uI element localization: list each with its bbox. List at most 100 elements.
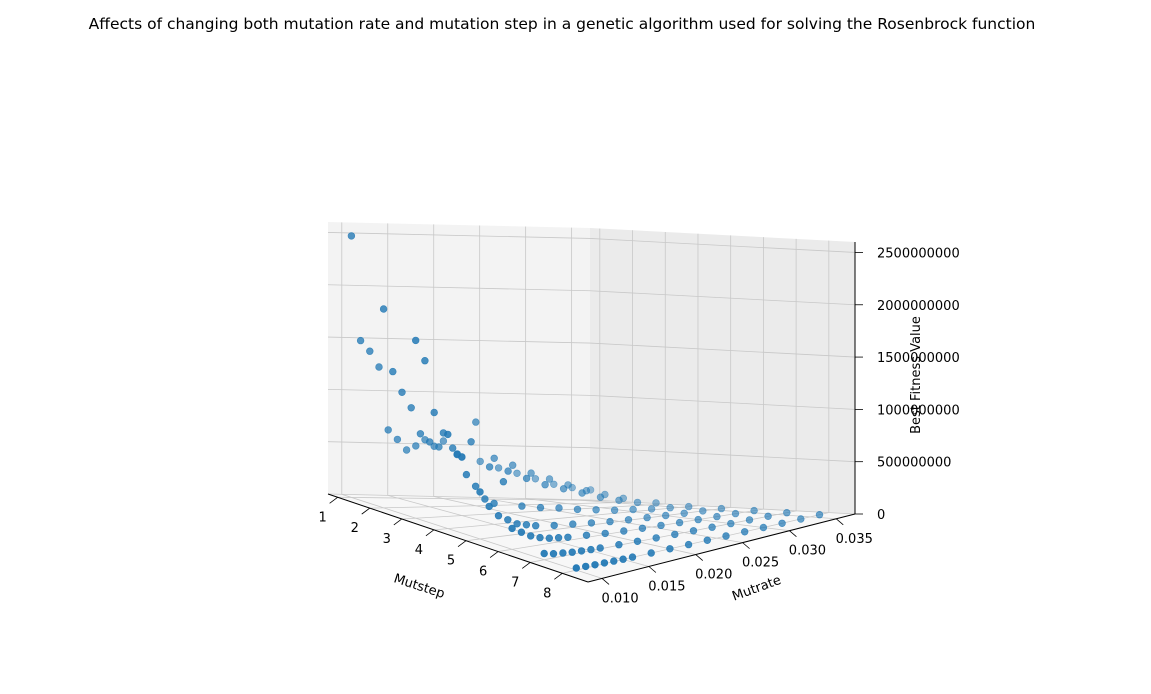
data-point <box>764 512 772 520</box>
data-point <box>778 519 786 527</box>
data-point <box>633 537 642 545</box>
x-tick-label: 3 <box>383 532 391 547</box>
data-point <box>527 469 535 477</box>
data-point <box>647 505 656 513</box>
data-point <box>587 519 596 527</box>
data-point <box>518 502 526 510</box>
x-tick-label: 2 <box>351 521 359 536</box>
data-point <box>536 503 545 512</box>
data-point <box>615 540 623 549</box>
data-point <box>610 506 619 514</box>
data-point <box>550 521 558 530</box>
data-point <box>573 505 582 514</box>
data-point <box>581 562 590 571</box>
data-point <box>494 464 503 472</box>
data-point <box>797 515 805 523</box>
data-point <box>540 549 548 558</box>
data-point <box>666 504 674 512</box>
y-tick-mark <box>601 578 610 585</box>
data-point <box>356 336 365 345</box>
data-point <box>569 520 577 528</box>
x-tick-label: 8 <box>543 586 551 601</box>
data-point <box>666 545 674 553</box>
data-point <box>578 489 586 497</box>
data-point <box>393 435 402 444</box>
data-point <box>638 524 647 532</box>
data-point <box>722 532 730 540</box>
x-tick-label: 7 <box>511 575 519 590</box>
data-point <box>606 517 614 526</box>
y-tick-label: 0.030 <box>789 544 826 559</box>
data-point <box>435 443 443 451</box>
data-point <box>472 418 480 426</box>
z-grid-line <box>327 388 856 410</box>
y-tick-label: 0.035 <box>836 532 873 547</box>
data-point <box>643 513 651 522</box>
data-point <box>554 533 563 542</box>
data-point <box>708 523 716 531</box>
data-point <box>402 446 411 454</box>
data-point <box>522 474 531 483</box>
data-point <box>620 527 628 535</box>
data-point <box>550 480 558 488</box>
data-point <box>652 499 660 507</box>
x-tick-label: 6 <box>479 565 487 580</box>
data-point <box>601 529 609 538</box>
x-tick-mark <box>457 540 467 548</box>
data-point <box>577 547 586 555</box>
z-grid-line <box>327 232 856 253</box>
data-point <box>750 506 758 515</box>
data-point <box>564 533 572 541</box>
data-point <box>633 498 642 507</box>
data-point <box>703 536 711 544</box>
data-point <box>398 388 406 396</box>
data-point <box>379 305 388 313</box>
z-axis-label: Best Fitness Value <box>909 316 924 434</box>
data-point <box>596 544 604 552</box>
data-point <box>513 469 521 477</box>
data-points <box>347 232 824 572</box>
data-point <box>684 540 693 549</box>
data-point <box>490 454 498 462</box>
data-point <box>444 430 452 439</box>
chart-title: Affects of changing both mutation rate a… <box>89 15 1036 33</box>
data-point <box>671 530 679 539</box>
data-point <box>615 496 623 504</box>
data-point <box>412 442 420 450</box>
data-point <box>661 511 670 520</box>
z-grid-line <box>327 493 856 515</box>
data-point <box>430 408 438 417</box>
data-point <box>629 505 637 514</box>
data-point <box>555 504 563 512</box>
data-point <box>582 531 591 539</box>
data-point <box>619 555 627 563</box>
axis-panes <box>328 222 855 582</box>
data-point <box>509 461 517 469</box>
data-point <box>366 347 374 355</box>
z-tick-label: 500000000 <box>877 456 951 471</box>
data-point <box>680 509 688 517</box>
data-point <box>522 521 531 529</box>
x-tick-mark <box>361 507 370 515</box>
data-point <box>412 336 420 345</box>
tick-labels: 1 2 3 4 5 6 7 8 0.010 0.015 0.020 0.025 0.030 0.035 0 5… <box>318 246 959 606</box>
data-point <box>745 516 754 524</box>
data-point <box>572 564 580 572</box>
x-tick-mark <box>554 572 563 580</box>
x-tick-label: 4 <box>415 543 423 558</box>
data-point <box>549 549 558 558</box>
x-tick-label: 5 <box>447 554 455 569</box>
data-point <box>568 548 576 556</box>
data-point <box>652 534 660 542</box>
data-point <box>485 463 494 471</box>
data-point <box>347 232 356 240</box>
x-tick-mark <box>521 562 531 569</box>
y-tick-mark <box>742 542 750 549</box>
data-point <box>504 467 512 475</box>
data-point <box>531 475 540 483</box>
data-point <box>513 520 521 528</box>
y-tick-label: 0.010 <box>601 591 638 606</box>
y-tick-mark <box>648 566 657 573</box>
data-point <box>426 438 434 446</box>
